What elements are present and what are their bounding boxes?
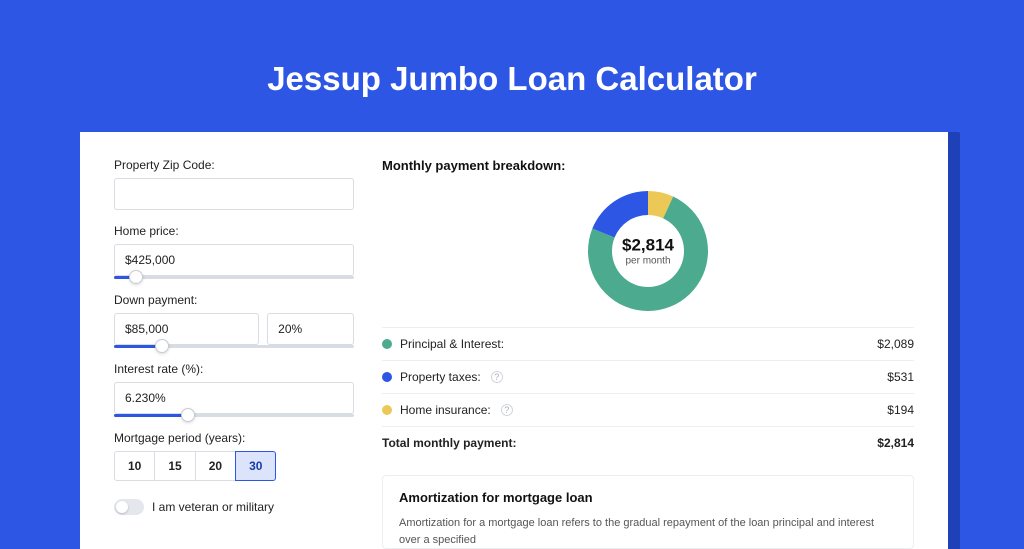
total-value: $2,814 xyxy=(877,436,914,450)
toggle-knob xyxy=(116,501,128,513)
legend-dot xyxy=(382,339,392,349)
donut-amount: $2,814 xyxy=(622,236,674,256)
breakdown-label: Principal & Interest: xyxy=(400,337,504,351)
home-price-field: Home price: xyxy=(114,224,354,279)
amortization-text: Amortization for a mortgage loan refers … xyxy=(399,515,897,548)
down-payment-field: Down payment: xyxy=(114,293,354,348)
breakdown-title: Monthly payment breakdown: xyxy=(382,158,914,173)
down-payment-input[interactable] xyxy=(114,313,259,345)
home-price-input[interactable] xyxy=(114,244,354,276)
veteran-toggle-row: I am veteran or military xyxy=(114,499,354,515)
breakdown-value: $194 xyxy=(887,403,914,417)
veteran-toggle[interactable] xyxy=(114,499,144,515)
period-option-10[interactable]: 10 xyxy=(114,451,155,481)
breakdown-row-2: Home insurance:? $194 xyxy=(382,394,914,426)
interest-rate-input[interactable] xyxy=(114,382,354,414)
breakdown-row-0: Principal & Interest: $2,089 xyxy=(382,328,914,360)
amortization-title: Amortization for mortgage loan xyxy=(399,490,897,505)
breakdown-row-1: Property taxes:? $531 xyxy=(382,361,914,393)
donut-chart-wrap: $2,814 per month xyxy=(382,183,914,327)
zip-field: Property Zip Code: xyxy=(114,158,354,210)
breakdown-label: Home insurance: xyxy=(400,403,491,417)
period-option-15[interactable]: 15 xyxy=(154,451,195,481)
card-shadow: Property Zip Code: Home price: Down paym… xyxy=(80,132,960,549)
donut-sub: per month xyxy=(622,256,674,267)
form-panel: Property Zip Code: Home price: Down paym… xyxy=(114,158,354,549)
interest-rate-slider[interactable] xyxy=(114,414,354,417)
donut-chart: $2,814 per month xyxy=(586,189,710,313)
info-icon[interactable]: ? xyxy=(491,371,503,383)
calculator-card: Property Zip Code: Home price: Down paym… xyxy=(80,132,948,549)
down-payment-slider[interactable] xyxy=(114,345,354,348)
mortgage-period-options: 10152030 xyxy=(114,451,354,481)
mortgage-period-field: Mortgage period (years): 10152030 xyxy=(114,431,354,481)
breakdown-panel: Monthly payment breakdown: $2,814 per mo… xyxy=(382,158,914,549)
down-payment-pct-input[interactable] xyxy=(267,313,354,345)
donut-center: $2,814 per month xyxy=(622,236,674,267)
breakdown-value: $531 xyxy=(887,370,914,384)
period-option-20[interactable]: 20 xyxy=(195,451,236,481)
amortization-card: Amortization for mortgage loan Amortizat… xyxy=(382,475,914,549)
breakdown-label: Property taxes: xyxy=(400,370,481,384)
donut-slice-1 xyxy=(592,191,648,238)
interest-rate-label: Interest rate (%): xyxy=(114,362,354,376)
down-payment-label: Down payment: xyxy=(114,293,354,307)
zip-label: Property Zip Code: xyxy=(114,158,354,172)
interest-rate-field: Interest rate (%): xyxy=(114,362,354,417)
breakdown-value: $2,089 xyxy=(877,337,914,351)
page-title: Jessup Jumbo Loan Calculator xyxy=(80,60,944,98)
period-option-30[interactable]: 30 xyxy=(235,451,276,481)
home-price-label: Home price: xyxy=(114,224,354,238)
total-label: Total monthly payment: xyxy=(382,436,516,450)
info-icon[interactable]: ? xyxy=(501,404,513,416)
mortgage-period-label: Mortgage period (years): xyxy=(114,431,354,445)
legend-dot xyxy=(382,405,392,415)
legend-dot xyxy=(382,372,392,382)
total-row: Total monthly payment: $2,814 xyxy=(382,427,914,459)
zip-input[interactable] xyxy=(114,178,354,210)
home-price-slider[interactable] xyxy=(114,276,354,279)
